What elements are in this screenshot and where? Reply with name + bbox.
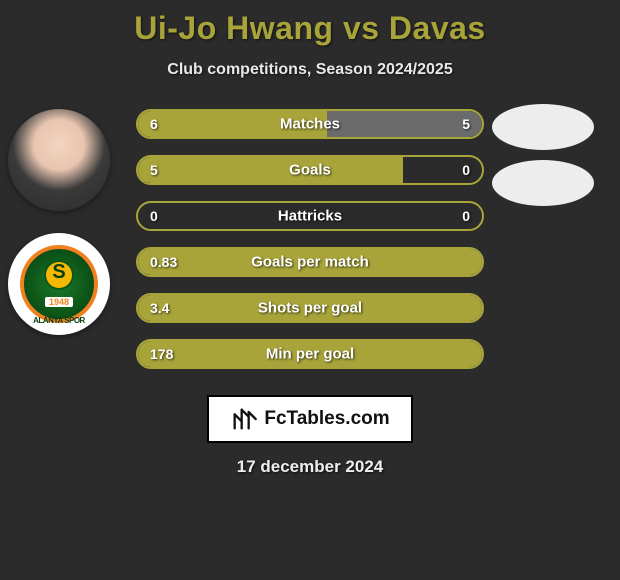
bar-value-left: 3.4 [150, 300, 169, 316]
stat-row: 50Goals [136, 155, 484, 185]
stat-bars: 65Matches50Goals00Hattricks0.83Goals per… [136, 109, 484, 385]
stat-row: 3.4Shots per goal [136, 293, 484, 323]
brand-text: FcTables.com [264, 408, 389, 430]
crest-label: ALANYA SPOR [20, 316, 98, 325]
stat-row: 0.83Goals per match [136, 247, 484, 277]
bar-fill-left [138, 157, 403, 183]
player-avatar [8, 109, 110, 211]
bar-value-right: 5 [462, 116, 470, 132]
right-blob-2 [492, 160, 594, 206]
bar-fill-right [327, 111, 482, 137]
brand-icon [230, 405, 258, 433]
bar-value-left: 0.83 [150, 254, 177, 270]
page-title: Ui-Jo Hwang vs Davas [0, 0, 620, 47]
date-text: 17 december 2024 [0, 457, 620, 477]
bar-label: Hattricks [138, 208, 482, 225]
comparison-area: S 1948 ALANYA SPOR 65Matches50Goals00Hat… [0, 109, 620, 389]
bar-fill-left [138, 295, 482, 321]
right-avatars [492, 109, 602, 216]
bar-value-left: 178 [150, 346, 173, 362]
brand-box: FcTables.com [207, 395, 413, 443]
bar-fill-left [138, 341, 482, 367]
bar-value-left: 5 [150, 162, 158, 178]
bar-fill-left [138, 249, 482, 275]
bar-value-right: 0 [462, 208, 470, 224]
bar-fill-left [138, 111, 327, 137]
stat-row: 0 0Hattricks [136, 201, 484, 231]
left-avatars: S 1948 ALANYA SPOR [8, 109, 118, 357]
page-subtitle: Club competitions, Season 2024/2025 [0, 61, 620, 79]
crest-year: 1948 [45, 297, 73, 307]
stat-row: 65Matches [136, 109, 484, 139]
crest-letter: S [52, 261, 65, 284]
bar-value-left: 6 [150, 116, 158, 132]
team-crest: S 1948 ALANYA SPOR [8, 233, 110, 335]
bar-value-right: 0 [462, 162, 470, 178]
bar-value-left: 0 [150, 208, 158, 224]
right-blob-1 [492, 104, 594, 150]
footer: FcTables.com [0, 395, 620, 443]
stat-row: 178Min per goal [136, 339, 484, 369]
